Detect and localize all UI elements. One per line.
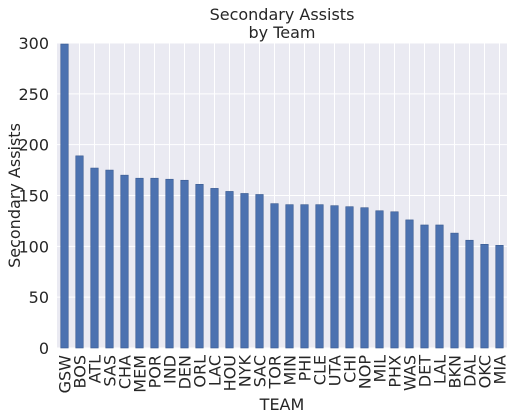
bar-hou bbox=[225, 191, 234, 349]
bar-den bbox=[180, 179, 189, 349]
bar-chi bbox=[345, 206, 354, 349]
bar-sac bbox=[255, 194, 264, 349]
bar-nop bbox=[360, 207, 369, 349]
bar-nyk bbox=[240, 193, 249, 349]
chart-title-line-1: Secondary Assists bbox=[210, 5, 355, 24]
x-tick-label: PHX bbox=[386, 355, 405, 388]
bar-orl bbox=[195, 184, 204, 349]
bar-dal bbox=[465, 239, 474, 349]
bar-mia bbox=[495, 245, 504, 349]
bar-det bbox=[420, 224, 429, 349]
y-tick-label: 50 bbox=[29, 288, 49, 307]
y-axis-label: Secondary Assists bbox=[5, 123, 24, 268]
x-tick-label: LAL bbox=[431, 355, 450, 384]
x-tick-label: NOP bbox=[356, 355, 375, 390]
bar-por bbox=[150, 177, 159, 349]
y-tick-label: 250 bbox=[18, 85, 49, 104]
bar-atl bbox=[90, 167, 99, 349]
x-tick-labels: GSWBOSATLSASCHAMEMPORINDDENORLLACHOUNYKS… bbox=[56, 354, 510, 393]
x-tick-label: MIA bbox=[491, 355, 510, 385]
x-tick-label: SAC bbox=[251, 355, 270, 387]
x-tick-label: SAS bbox=[101, 355, 120, 387]
x-tick-label: HOU bbox=[221, 355, 240, 391]
x-tick-label: MIL bbox=[371, 355, 390, 383]
x-tick-label: CHI bbox=[341, 355, 360, 383]
x-tick-label: MEM bbox=[131, 355, 150, 393]
y-gridlines bbox=[57, 42, 507, 349]
y-tick-label: 300 bbox=[18, 34, 49, 53]
bar-was bbox=[405, 219, 414, 349]
bar-phx bbox=[390, 211, 399, 349]
x-tick-label: IND bbox=[161, 355, 180, 384]
x-tick-label: CLE bbox=[311, 355, 330, 385]
bar-lac bbox=[210, 188, 219, 349]
x-tick-label: LAC bbox=[206, 355, 225, 386]
bars bbox=[60, 43, 504, 349]
bar-ind bbox=[165, 178, 174, 349]
bar-cha bbox=[120, 174, 129, 349]
x-tick-label: ORL bbox=[191, 355, 210, 388]
x-tick-label: ATL bbox=[86, 355, 105, 383]
x-tick-label: GSW bbox=[56, 355, 75, 394]
bar-tor bbox=[270, 203, 279, 349]
x-tick-label: POR bbox=[146, 355, 165, 388]
bar-gsw bbox=[60, 43, 69, 349]
x-tick-label: DAL bbox=[461, 355, 480, 387]
bar-mem bbox=[135, 177, 144, 349]
bar-min bbox=[285, 204, 294, 349]
y-tick-label: 100 bbox=[18, 237, 49, 256]
x-tick-label: TOR bbox=[266, 355, 285, 389]
chart-title-line-2: by Team bbox=[249, 23, 316, 42]
x-tick-label: WAS bbox=[401, 355, 420, 391]
bar-cle bbox=[315, 204, 324, 349]
bar-bos bbox=[75, 155, 84, 349]
bar-lal bbox=[435, 224, 444, 349]
y-tick-label: 200 bbox=[18, 136, 49, 155]
bar-sas bbox=[105, 169, 114, 349]
y-tick-labels: 0 50 100 150 200 250 300 bbox=[18, 34, 49, 358]
bar-mil bbox=[375, 210, 384, 349]
x-tick-label: NYK bbox=[236, 354, 255, 387]
bar-okc bbox=[480, 244, 489, 349]
x-tick-label: BOS bbox=[71, 355, 90, 388]
x-tick-label: UTA bbox=[326, 355, 345, 386]
x-tick-label: BKN bbox=[446, 355, 465, 388]
x-tick-label: DET bbox=[416, 355, 435, 387]
x-tick-label: OKC bbox=[476, 355, 495, 388]
x-tick-label: CHA bbox=[116, 355, 135, 389]
y-tick-label: 0 bbox=[39, 339, 49, 358]
x-tick-label: MIN bbox=[281, 355, 300, 386]
bar-phi bbox=[300, 204, 309, 349]
x-tick-label: PHI bbox=[296, 355, 315, 381]
bar-uta bbox=[330, 205, 339, 349]
x-axis-label: TEAM bbox=[259, 395, 305, 414]
x-tick-label: DEN bbox=[176, 355, 195, 389]
y-tick-label: 150 bbox=[18, 187, 49, 206]
bar-bkn bbox=[450, 232, 459, 349]
